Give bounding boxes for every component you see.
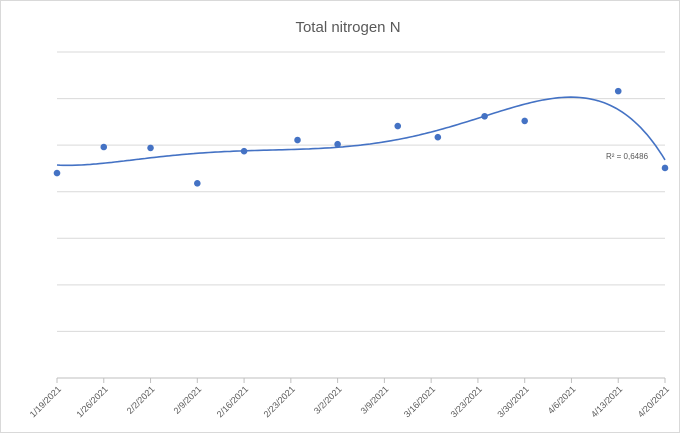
trendline (56, 96, 666, 167)
point (661, 164, 669, 172)
point (294, 136, 301, 144)
point (394, 122, 402, 130)
point (240, 147, 248, 155)
trendline-annotation: R² = 0,6486 (606, 152, 649, 161)
point (100, 143, 108, 151)
point (194, 180, 201, 187)
point (521, 117, 528, 125)
point (147, 144, 154, 152)
point (334, 140, 341, 148)
point (53, 169, 61, 177)
chart-title: Total nitrogen N (295, 19, 400, 36)
point (614, 87, 622, 95)
point (434, 133, 442, 141)
point (481, 112, 488, 120)
